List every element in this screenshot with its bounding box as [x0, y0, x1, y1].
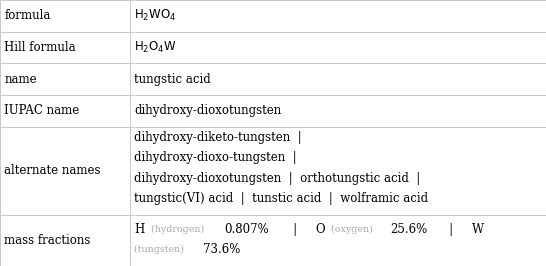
Text: name: name: [4, 73, 37, 86]
Text: |: |: [282, 223, 308, 236]
Text: dihydroxy-dioxo-tungsten  |: dihydroxy-dioxo-tungsten |: [134, 151, 297, 164]
Text: 25.6%: 25.6%: [390, 223, 427, 236]
Text: dihydroxy-dioxotungsten: dihydroxy-dioxotungsten: [134, 104, 282, 117]
Text: 73.6%: 73.6%: [203, 243, 240, 256]
Text: (oxygen): (oxygen): [328, 225, 376, 234]
Text: (hydrogen): (hydrogen): [147, 225, 207, 234]
Text: $\mathregular{H_2O_4W}$: $\mathregular{H_2O_4W}$: [134, 40, 177, 55]
Text: IUPAC name: IUPAC name: [4, 104, 80, 117]
Text: tungstic(VI) acid  |  tunstic acid  |  wolframic acid: tungstic(VI) acid | tunstic acid | wolfr…: [134, 192, 429, 205]
Text: (tungsten): (tungsten): [134, 245, 187, 254]
Text: O: O: [316, 223, 325, 236]
Text: alternate names: alternate names: [4, 164, 101, 177]
Text: W: W: [472, 223, 484, 236]
Text: dihydroxy-dioxotungsten  |  orthotungstic acid  |: dihydroxy-dioxotungsten | orthotungstic …: [134, 172, 420, 185]
Text: tungstic acid: tungstic acid: [134, 73, 211, 86]
Text: 0.807%: 0.807%: [224, 223, 269, 236]
Text: dihydroxy-diketo-tungsten  |: dihydroxy-diketo-tungsten |: [134, 131, 302, 144]
Text: |: |: [438, 223, 465, 236]
Text: Hill formula: Hill formula: [4, 41, 76, 54]
Text: H: H: [134, 223, 145, 236]
Text: formula: formula: [4, 9, 51, 22]
Text: $\mathregular{H_2WO_4}$: $\mathregular{H_2WO_4}$: [134, 8, 176, 23]
Text: mass fractions: mass fractions: [4, 234, 91, 247]
